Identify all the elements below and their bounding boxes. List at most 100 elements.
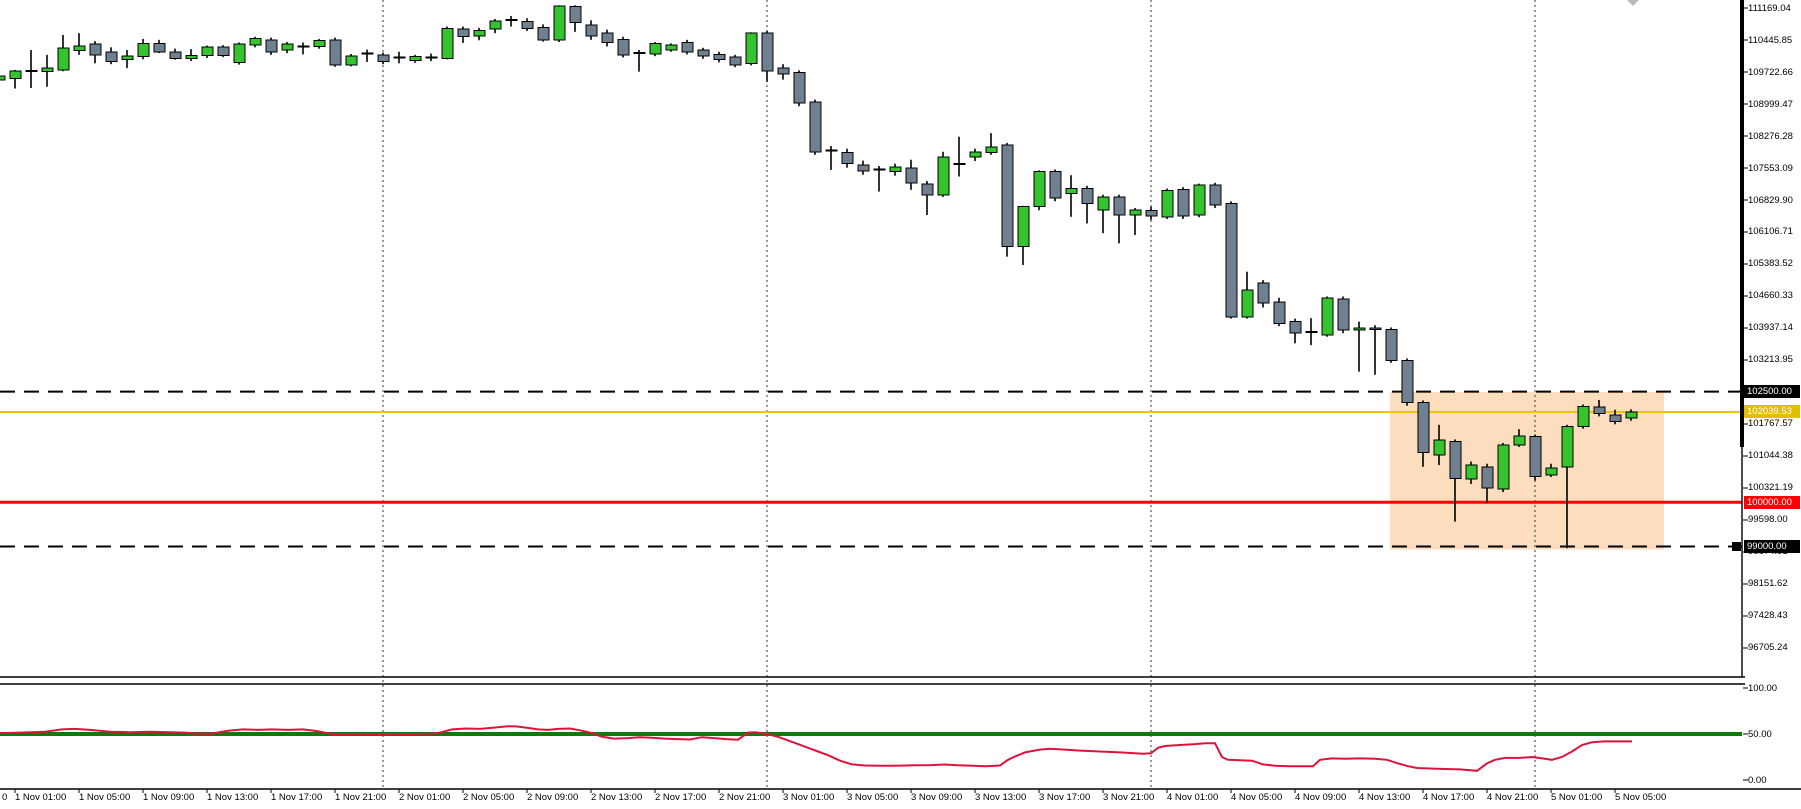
candlestick-down [425, 56, 438, 59]
candlestick-down [1529, 436, 1542, 478]
candlestick-down [1145, 210, 1158, 217]
candlestick-up [1017, 206, 1030, 247]
time-axis-label-clipped: 0 [2, 792, 8, 803]
time-axis-label: 1 Nov 13:00 [207, 792, 259, 803]
time-axis-label: 3 Nov 13:00 [975, 792, 1027, 803]
candlestick-up [1241, 289, 1254, 318]
price-axis-thick-bar [1740, 0, 1744, 447]
candlestick-up [489, 20, 502, 30]
candlestick-down [169, 51, 182, 59]
time-axis-label: 2 Nov 05:00 [463, 792, 515, 803]
candlestick-down [1273, 301, 1286, 324]
time-axis-label: 3 Nov 21:00 [1103, 792, 1155, 803]
candlestick-up [553, 5, 566, 41]
candlestick-down [89, 43, 102, 56]
candlestick-up [937, 156, 950, 196]
candlestick-up [1321, 297, 1334, 336]
candlestick-up [1129, 209, 1142, 216]
candlestick-up [473, 30, 486, 37]
time-axis-label: 2 Nov 17:00 [655, 792, 707, 803]
candlestick-down [873, 168, 886, 171]
candlestick-down [265, 39, 278, 53]
candlestick-down [569, 6, 582, 24]
candlestick-down [1113, 196, 1126, 216]
candlestick-down [1081, 187, 1094, 205]
time-axis-label: 4 Nov 05:00 [1231, 792, 1283, 803]
time-axis-label: 4 Nov 09:00 [1295, 792, 1347, 803]
candlestick-up [345, 55, 358, 66]
price-badge-99000.00: 99000.00 [1744, 539, 1800, 553]
candlestick-up [233, 43, 246, 63]
candlestick-down [153, 42, 166, 53]
candlestick-down [105, 51, 118, 62]
time-axis-label: 3 Nov 05:00 [847, 792, 899, 803]
candlestick-up [1353, 327, 1366, 331]
candlestick-down [521, 21, 534, 29]
candlestick-up [313, 40, 326, 47]
candlestick-down [1449, 441, 1462, 479]
candlestick-up [249, 37, 262, 46]
candlestick-up [1305, 330, 1318, 333]
candlestick-up [0, 75, 6, 81]
price-axis-label: 101044.38 [1748, 450, 1793, 462]
candlestick-down [329, 39, 342, 66]
candlestick-down [457, 28, 470, 38]
candlestick-up [41, 67, 54, 73]
candlestick-down [377, 54, 390, 62]
candlestick-down [633, 52, 646, 55]
candlestick-down [1225, 203, 1238, 318]
indicator-line [0, 725, 1632, 772]
price-axis-label: 97428.43 [1748, 610, 1788, 622]
time-axis-label: 4 Nov 21:00 [1487, 792, 1539, 803]
candlestick-down [601, 32, 614, 43]
candlestick-down [1369, 327, 1382, 331]
price-axis-label: 103937.14 [1748, 322, 1793, 334]
candlestick-up [409, 56, 422, 62]
price-axis-label: 108999.47 [1748, 98, 1793, 110]
candlestick-up [1193, 184, 1206, 216]
time-axis-label: 2 Nov 21:00 [719, 792, 771, 803]
time-axis-label: 4 Nov 17:00 [1423, 792, 1475, 803]
candlestick-up [1097, 196, 1110, 211]
time-axis-label: 3 Nov 17:00 [1039, 792, 1091, 803]
price-axis-label: 108276.28 [1748, 130, 1793, 142]
highlight-zone[interactable] [1390, 392, 1664, 550]
time-axis-label: 1 Nov 21:00 [335, 792, 387, 803]
candlestick-down [681, 41, 694, 53]
candlestick-up [137, 42, 150, 58]
price-axis-label: 109722.66 [1748, 66, 1793, 78]
candlestick-up [441, 27, 454, 59]
candlestick-down [217, 46, 230, 56]
chart-shift-arrow-icon[interactable] [1627, 0, 1639, 6]
time-axis-label: 1 Nov 01:00 [15, 792, 67, 803]
time-axis-label: 3 Nov 09:00 [911, 792, 963, 803]
candlestick-up [121, 55, 134, 60]
price-badge-102500.00: 102500.00 [1744, 385, 1800, 399]
time-axis-label: 1 Nov 05:00 [79, 792, 131, 803]
price-badge-100000.00: 100000.00 [1744, 495, 1800, 509]
price-axis-label: 98151.62 [1748, 578, 1788, 590]
candlestick-up [1513, 435, 1526, 446]
time-axis-label: 2 Nov 09:00 [527, 792, 579, 803]
indicator-axis-label: 100.00 [1748, 682, 1778, 694]
candlestick-down [697, 49, 710, 57]
candlestick-down [905, 167, 918, 184]
time-axis-label: 2 Nov 01:00 [399, 792, 451, 803]
candlestick-down [1209, 184, 1222, 206]
indicator-axis-label: 0.00 [1748, 774, 1767, 786]
candlestick-down [1289, 321, 1302, 334]
candlestick-down [1593, 406, 1606, 415]
candlestick-down [825, 149, 838, 152]
time-axis-label: 4 Nov 13:00 [1359, 792, 1411, 803]
candlestick-up [281, 43, 294, 51]
candlestick-down [1609, 414, 1622, 423]
price-axis-label: 111169.04 [1748, 2, 1791, 14]
candlestick-up [201, 46, 214, 57]
time-axis-label: 5 Nov 01:00 [1551, 792, 1603, 803]
candlestick-up [1545, 467, 1558, 476]
candlestick-down [537, 26, 550, 41]
candlestick-up [185, 55, 198, 59]
price-badge-102039.53: 102039.53 [1744, 405, 1800, 419]
